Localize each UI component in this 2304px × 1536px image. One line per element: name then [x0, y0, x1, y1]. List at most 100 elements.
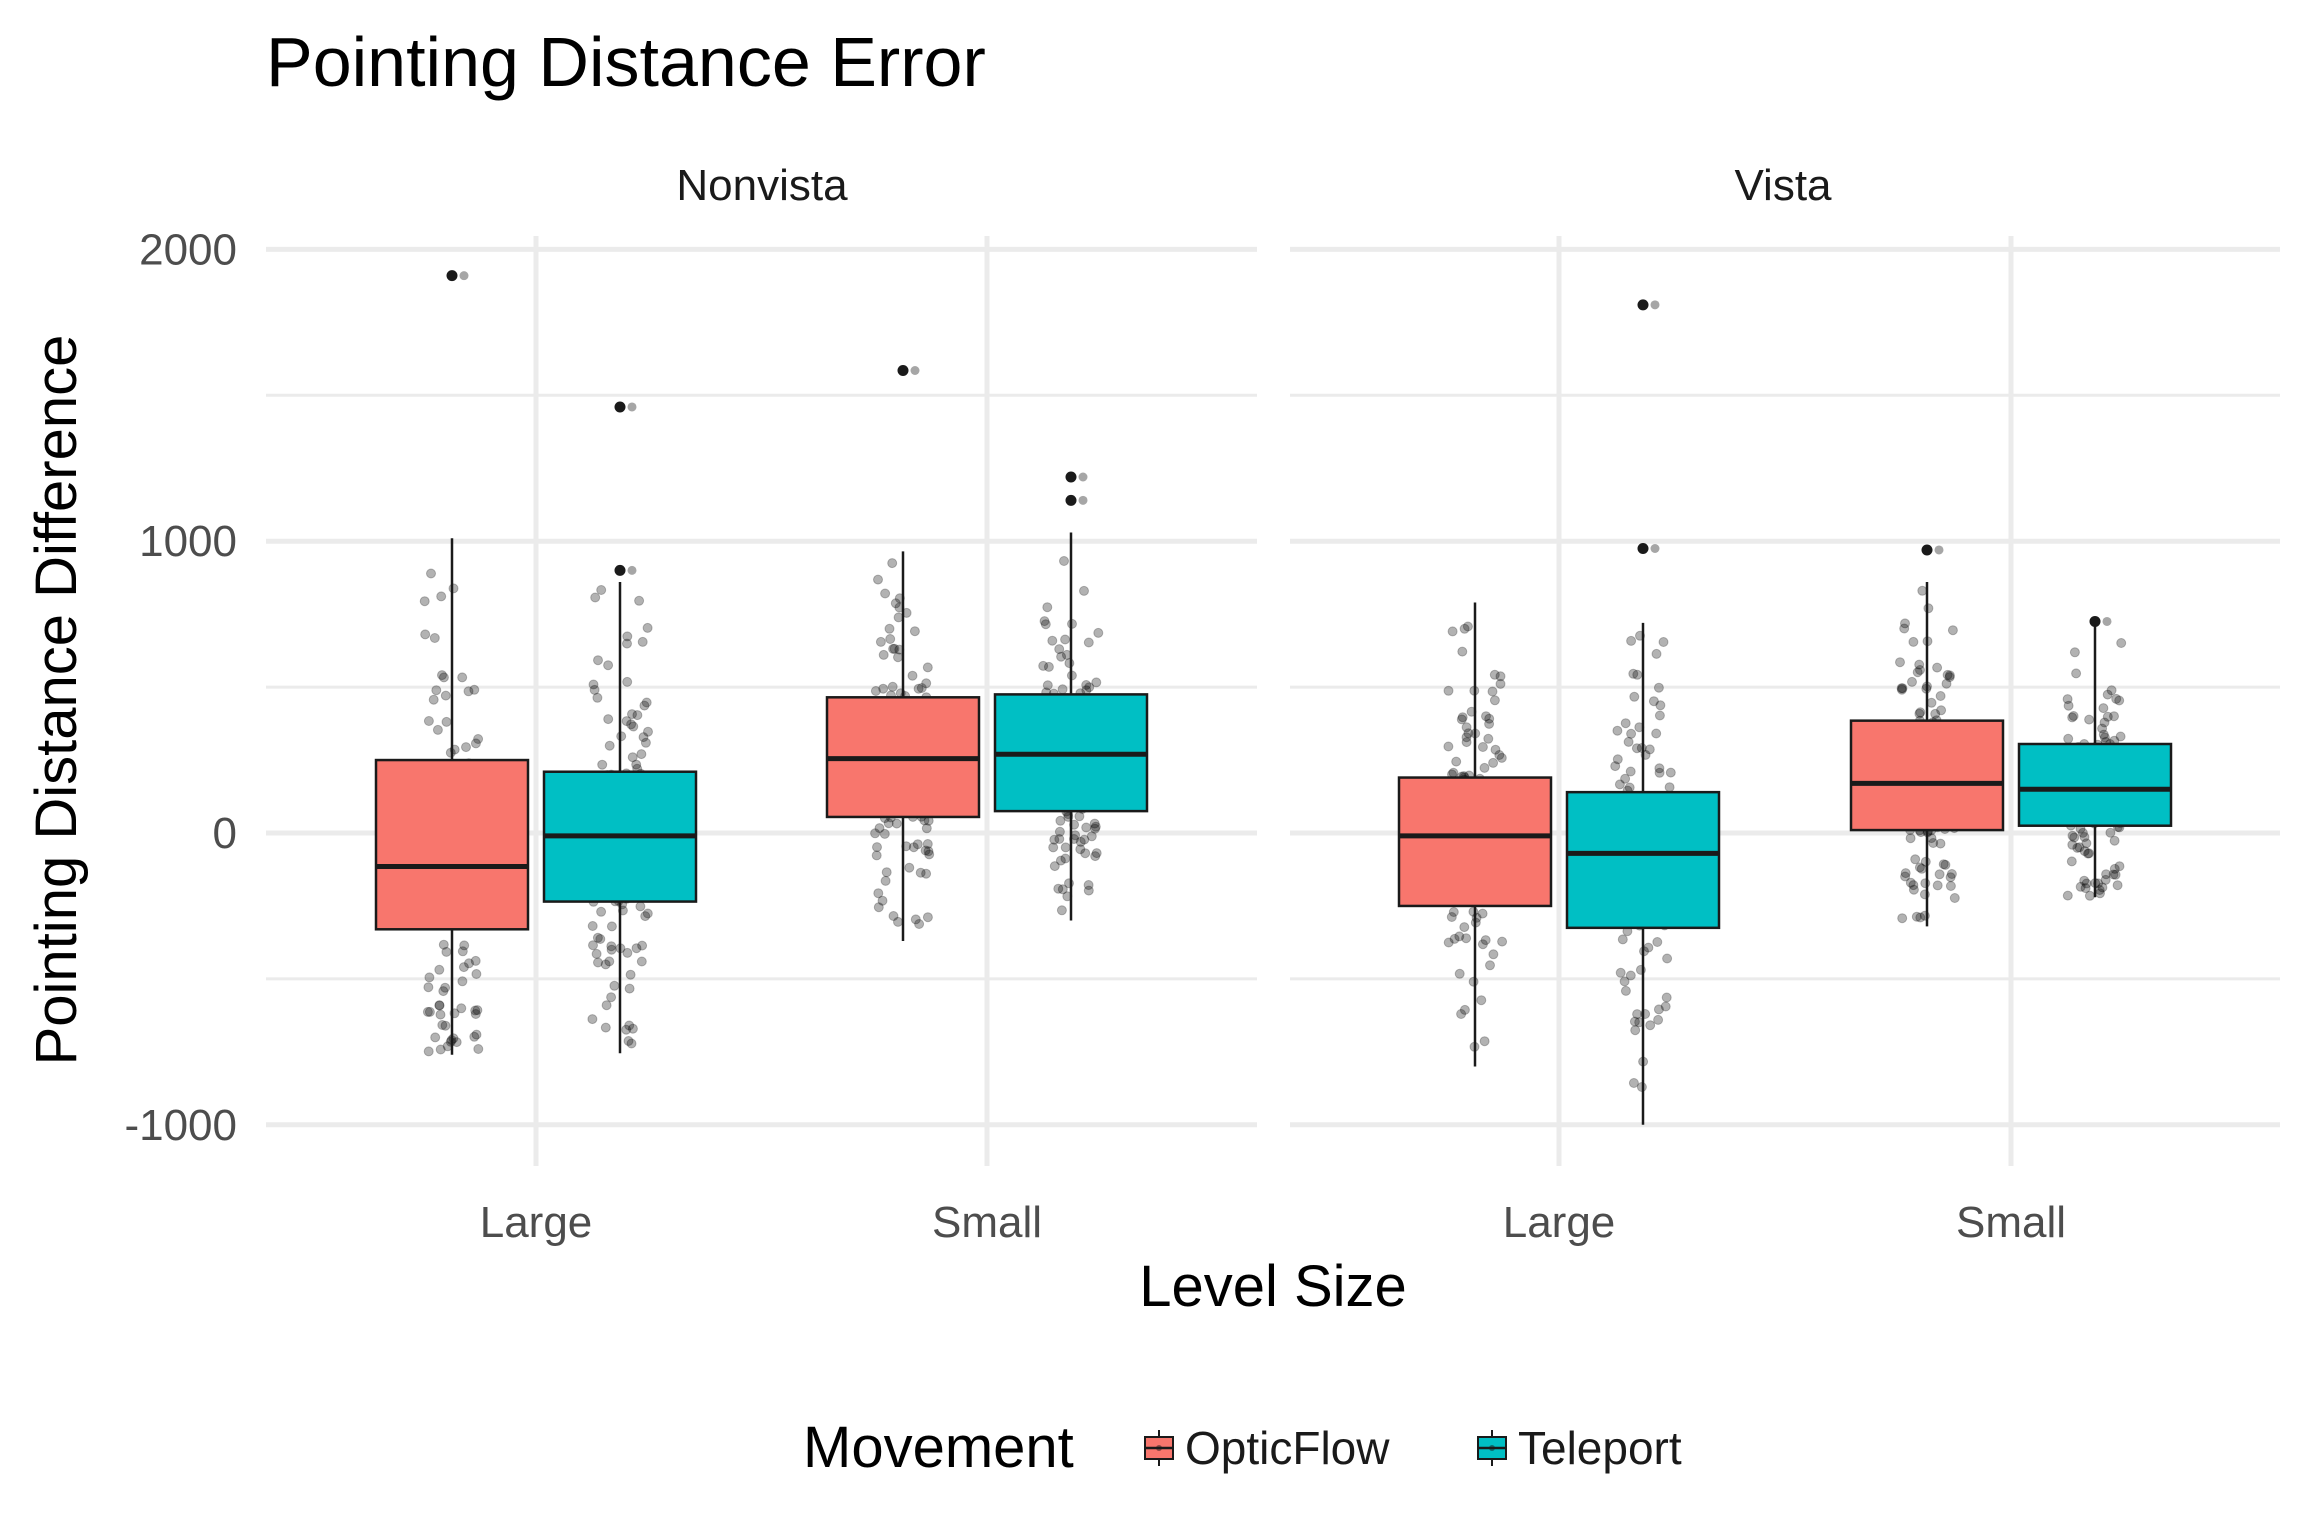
jitter-point [2084, 890, 2095, 901]
jitter-point [1644, 744, 1655, 755]
outlier-point [1921, 544, 1933, 556]
jitter-point [873, 902, 884, 913]
jitter-point [434, 1000, 445, 1011]
jitter-point [1914, 862, 1925, 873]
jitter-point [1089, 818, 1100, 829]
x-tick-label: Small [932, 1198, 1042, 1247]
jitter-point [1620, 718, 1631, 729]
jitter-point [1665, 767, 1676, 778]
jitter-point [2079, 875, 2090, 886]
jitter-point [1900, 871, 1911, 882]
jitter-point [910, 365, 920, 375]
jitter-point [1930, 708, 1941, 719]
jitter-point [1910, 854, 1921, 865]
jitter-point [885, 634, 896, 644]
jitter-point [458, 962, 469, 973]
legend-key-point [1156, 1445, 1162, 1451]
jitter-point [1908, 636, 1919, 647]
jitter-point [1059, 556, 1069, 566]
jitter-point [1905, 877, 1916, 888]
jitter-point [2080, 883, 2091, 894]
jitter-point [1936, 705, 1947, 716]
jitter-point [588, 679, 599, 690]
jitter-point [922, 912, 933, 923]
jitter-point [915, 867, 926, 878]
jitter-point [909, 626, 920, 637]
jitter-point [1477, 742, 1488, 752]
jitter-point [624, 1020, 635, 1031]
jitter-point [873, 574, 883, 585]
jitter-point [1075, 836, 1086, 847]
jitter-point [1654, 710, 1665, 721]
jitter-point [1932, 880, 1943, 891]
jitter-point [473, 1044, 484, 1054]
jitter-point [428, 694, 439, 705]
jitter-point [596, 906, 607, 917]
jitter-point [880, 588, 891, 599]
jitter-point [2114, 695, 2125, 706]
y-tick-label: 2000 [139, 225, 237, 274]
jitter-point [603, 660, 614, 671]
jitter-point [1489, 695, 1500, 706]
x-tick-label: Large [1503, 1198, 1616, 1247]
jitter-point [2079, 832, 2090, 842]
jitter-point [1940, 859, 1951, 870]
jitter-point [880, 875, 891, 886]
jitter-point [636, 749, 647, 760]
jitter-point [623, 1036, 634, 1046]
jitter-point [1932, 662, 1943, 673]
jitter-point [441, 716, 452, 727]
jitter-point [438, 939, 449, 950]
jitter-point [1463, 728, 1474, 739]
jitter-point [438, 986, 449, 997]
jitter-point [1625, 970, 1636, 981]
jitter-point [1054, 834, 1065, 844]
jitter-point [1651, 728, 1662, 739]
jitter-point [908, 842, 919, 853]
jitter-point [471, 969, 482, 979]
jitter-point [1923, 603, 1934, 614]
jitter-point [424, 1006, 435, 1017]
jitter-point [1645, 1020, 1656, 1031]
jitter-point [2069, 832, 2080, 843]
jitter-point [597, 759, 608, 770]
box [1397, 776, 1553, 908]
jitter-point [2081, 878, 2092, 889]
jitter-point [1083, 637, 1094, 648]
jitter-point [625, 969, 636, 980]
jitter-point [1625, 766, 1636, 777]
jitter-point [1907, 676, 1917, 687]
jitter-point [2109, 711, 2119, 722]
jitter-point [1650, 300, 1660, 310]
jitter-point [434, 1000, 445, 1011]
jitter-point [603, 714, 614, 725]
jitter-point [1628, 1078, 1639, 1088]
jitter-point [1047, 635, 1058, 646]
jitter-point [422, 1006, 433, 1017]
jitter-point [1487, 686, 1498, 697]
jitter-point [1454, 931, 1465, 942]
outlier-point [897, 364, 909, 376]
jitter-point [587, 1014, 598, 1025]
jitter-point [470, 738, 481, 749]
jitter-point [1617, 934, 1628, 945]
facet-label-nonvista: Nonvista [676, 161, 848, 210]
jitter-point [437, 670, 447, 681]
jitter-point [600, 1022, 611, 1033]
jitter-point [2101, 869, 2112, 880]
jitter-point [627, 565, 637, 575]
jitter-point [628, 721, 639, 732]
jitter-point [440, 982, 451, 993]
jitter-point [1456, 714, 1467, 725]
jitter-point [891, 818, 902, 829]
jitter-point [471, 1029, 482, 1040]
jitter-point [2109, 835, 2120, 846]
jitter-point [1081, 822, 1092, 833]
jitter-point [451, 1037, 462, 1048]
jitter-point [424, 972, 435, 983]
jitter-point [1934, 545, 1944, 555]
jitter-point [1658, 637, 1669, 647]
jitter-point [437, 1020, 448, 1030]
jitter-point [1468, 976, 1479, 987]
x-tick-label: Small [1956, 1198, 2066, 1247]
